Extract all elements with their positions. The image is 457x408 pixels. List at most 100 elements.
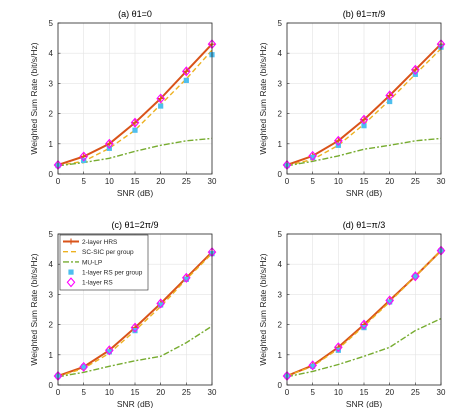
x-tick-label: 25: [411, 388, 420, 397]
x-tick-label: 15: [131, 388, 140, 397]
panel-title: (d) θ1=π/3: [343, 220, 385, 230]
rs-per-group-marker: [361, 123, 367, 129]
y-tick-label: 1: [278, 351, 283, 360]
x-tick-label: 10: [105, 177, 114, 186]
rs-per-group-marker: [132, 127, 138, 133]
rs-marker: [79, 151, 88, 162]
legend-marker: [66, 277, 76, 288]
rs-marker: [130, 117, 140, 128]
x-tick-label: 25: [182, 177, 191, 186]
series-line-mu-lp: [286, 137, 442, 167]
hrs-marker: [183, 68, 190, 75]
rs-marker: [334, 135, 343, 146]
y-tick-label: 5: [278, 19, 283, 28]
legend-marker: [68, 238, 74, 245]
x-axis-label: SNR (dB): [117, 188, 154, 198]
x-axis-label: SNR (dB): [346, 399, 383, 408]
rs-per-group-marker: [106, 349, 112, 355]
chart-panel-c: 0 5 10 15 20 25 30 0 1 2 3 4 5 SNR (dB) Weighted Sum R…: [29, 220, 217, 408]
y-tick-label: 0: [278, 381, 283, 390]
legend-box: [59, 234, 149, 291]
chart-panel-a: 0 5 10 15 20 25 30 0 1 2 3 4 5 SNR (dB) Weighted Sum R…: [29, 9, 217, 198]
y-tick-label: 5: [278, 230, 283, 239]
x-tick-label: 0: [56, 388, 61, 397]
rs-marker: [411, 64, 420, 75]
y-tick-label: 3: [278, 290, 283, 299]
hrs-marker: [386, 92, 393, 99]
rs-marker: [105, 138, 114, 149]
rs-per-group-marker: [361, 325, 367, 331]
rs-per-group-marker: [132, 328, 138, 334]
y-tick-label: 2: [49, 321, 54, 330]
rs-marker: [359, 114, 369, 125]
rs-marker: [105, 345, 114, 356]
x-tick-label: 5: [81, 177, 86, 186]
rs-marker: [156, 93, 165, 104]
legend-label: SC-SIC per group: [82, 249, 134, 256]
x-tick-label: 10: [334, 177, 343, 186]
y-tick-label: 1: [49, 351, 54, 360]
y-axis-label: Weighted Sum Rate (bit/s/Hz): [29, 253, 39, 365]
y-tick-label: 1: [278, 140, 283, 149]
y-tick-label: 3: [49, 79, 54, 88]
y-tick-label: 3: [278, 79, 283, 88]
rs-per-group-marker: [81, 364, 87, 370]
chart-panel-b: 0 5 10 15 20 25 30 0 1 2 3 4 5 SNR (dB) Weighted Sum R…: [258, 9, 446, 198]
y-tick-label: 3: [49, 290, 54, 299]
y-tick-label: 4: [278, 260, 283, 269]
y-axis-label: Weighted Sum Rate (bit/s/Hz): [29, 42, 39, 154]
y-axis-label: Weighted Sum Rate (bit/s/Hz): [258, 253, 268, 365]
legend-label: 2-layer HRS: [82, 239, 118, 246]
rs-marker: [308, 150, 317, 161]
rs-per-group-marker: [310, 154, 316, 160]
rs-marker: [79, 361, 88, 372]
legend-marker: [68, 269, 74, 275]
rs-marker: [334, 342, 343, 353]
rs-marker: [385, 295, 394, 306]
x-axis-label: SNR (dB): [346, 188, 383, 198]
hrs-marker: [361, 116, 367, 123]
rs-per-group-marker: [183, 77, 189, 83]
y-tick-label: 4: [49, 49, 54, 58]
x-tick-label: 5: [310, 388, 315, 397]
x-tick-label: 25: [182, 388, 191, 397]
rs-marker: [385, 90, 394, 101]
rs-per-group-marker: [183, 276, 189, 282]
rs-per-group-marker: [387, 98, 393, 105]
y-tick-label: 4: [49, 260, 54, 269]
y-tick-label: 5: [49, 230, 54, 239]
y-tick-label: 0: [49, 170, 54, 179]
y-tick-label: 4: [278, 49, 283, 58]
series-line-mu-lp: [286, 317, 442, 378]
x-tick-label: 5: [310, 177, 315, 186]
x-tick-label: 30: [437, 388, 446, 397]
x-tick-label: 5: [81, 388, 86, 397]
rs-marker: [411, 271, 420, 282]
x-tick-label: 25: [411, 177, 420, 186]
x-tick-label: 20: [156, 177, 165, 186]
y-tick-label: 2: [278, 110, 283, 119]
x-tick-label: 15: [360, 388, 369, 397]
x-tick-label: 10: [334, 388, 343, 397]
series-line-mu-lp: [57, 325, 213, 378]
x-tick-label: 30: [208, 388, 217, 397]
legend: 2-layer HRS SC-SIC per group MU-LP 1-layer …: [59, 234, 149, 291]
y-tick-label: 0: [278, 170, 283, 179]
x-tick-label: 0: [56, 177, 61, 186]
x-tick-label: 20: [385, 388, 394, 397]
y-tick-label: 2: [278, 321, 283, 330]
rs-per-group-marker: [310, 363, 316, 369]
y-axis-label: Weighted Sum Rate (bit/s/Hz): [258, 42, 268, 154]
y-tick-label: 0: [49, 381, 54, 390]
y-tick-label: 5: [49, 19, 54, 28]
rs-marker: [130, 322, 140, 333]
x-tick-label: 15: [131, 177, 140, 186]
panel-title: (a) θ1=0: [118, 9, 152, 19]
panel-title: (b) θ1=π/9: [343, 9, 385, 19]
rs-per-group-marker: [158, 103, 164, 109]
y-tick-label: 2: [49, 110, 54, 119]
rs-per-group-marker: [335, 347, 341, 353]
legend-label: MU-LP: [82, 259, 102, 266]
x-tick-label: 30: [437, 177, 446, 186]
